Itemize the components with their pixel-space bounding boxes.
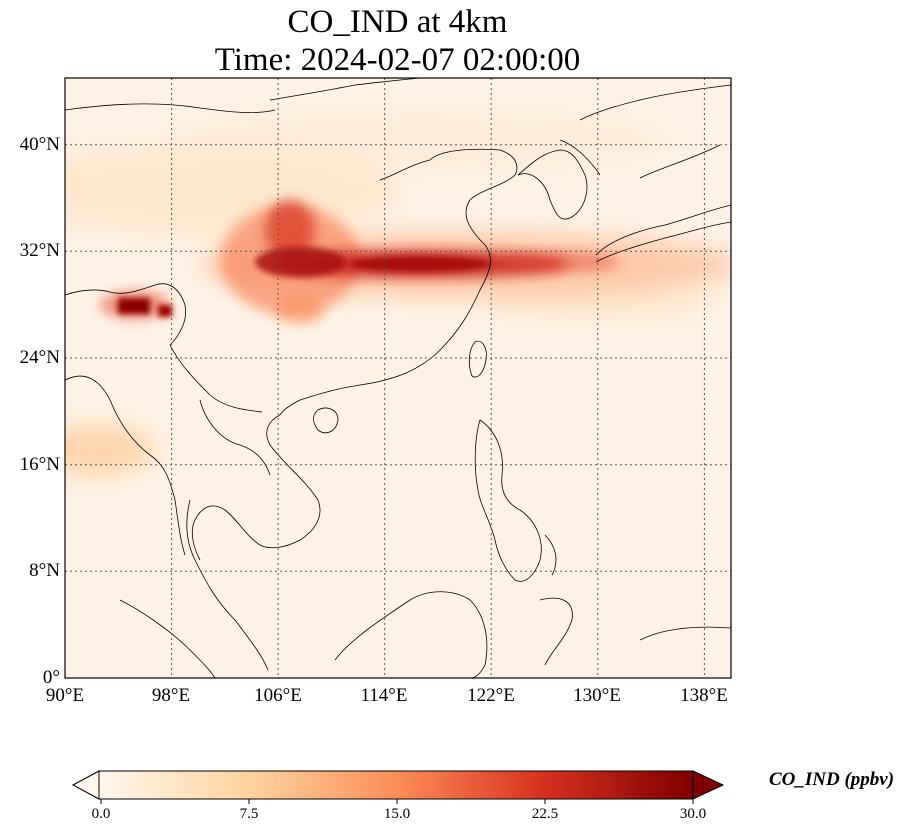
colorbar-label: CO_IND (ppbv)	[769, 769, 895, 790]
colorbar-tick-label: 15.0	[383, 806, 411, 822]
concentration-field	[65, 78, 731, 678]
coastlines	[65, 78, 731, 678]
y-tick-label: 40°N	[19, 134, 60, 155]
x-tick-label: 98°E	[151, 685, 191, 706]
x-tick-label: 130°E	[573, 685, 621, 706]
x-tick-label: 138°E	[680, 685, 728, 706]
colorbar-tick-label: 7.5	[239, 806, 259, 822]
colorbar-tick-label: 0.0	[91, 806, 111, 822]
y-tick-label: 32°N	[19, 240, 60, 261]
colorbar-tick-label: 22.5	[531, 806, 559, 822]
y-tick-label: 16°N	[19, 454, 60, 475]
y-tick-label: 24°N	[19, 347, 60, 368]
map-frame	[64, 77, 732, 679]
x-tick-label: 90°E	[45, 685, 85, 706]
map-title: CO_IND at 4km	[287, 4, 508, 40]
map-subtitle-time: Time: 2024-02-07 02:00:00	[214, 42, 581, 78]
colorbar	[71, 770, 725, 804]
colorbar-tick-label: 30.0	[679, 806, 707, 822]
x-tick-label: 106°E	[254, 685, 302, 706]
y-tick-label: 8°N	[29, 560, 60, 581]
gridlines	[65, 78, 731, 678]
x-tick-label: 114°E	[360, 685, 408, 706]
y-tick-label: 0°	[42, 667, 60, 688]
x-tick-label: 122°E	[467, 685, 515, 706]
